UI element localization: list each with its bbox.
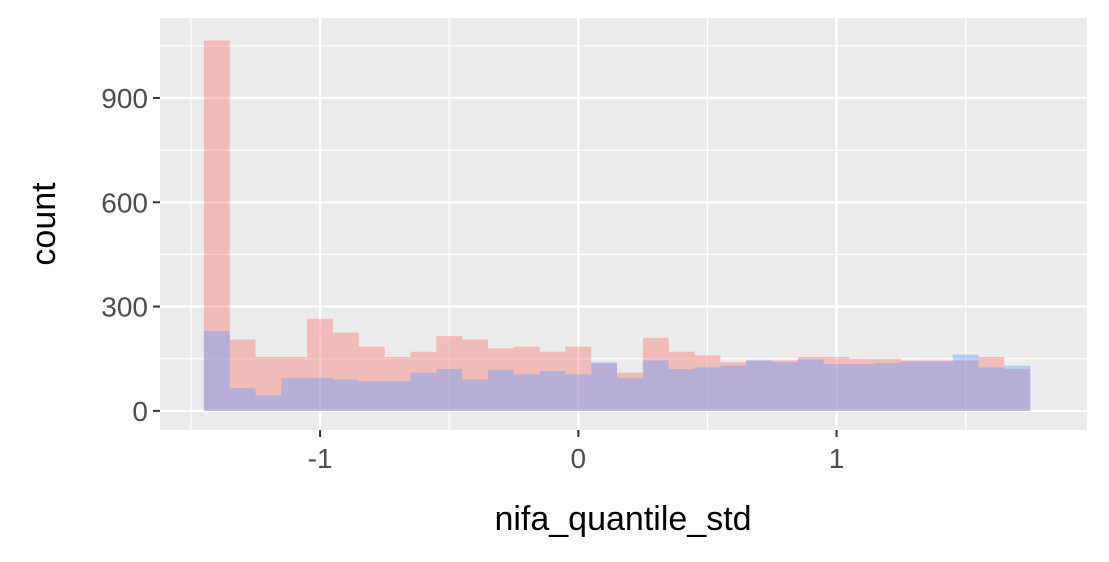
histogram-bar-series-2 (952, 354, 979, 411)
y-tick-labels: 0 300 600 900 (101, 83, 148, 427)
y-tick-label: 900 (101, 83, 148, 114)
histogram-bar-series-2 (513, 374, 540, 411)
histogram-bar-series-1 (668, 351, 695, 411)
histogram-bar-series-1 (436, 336, 463, 411)
histogram-bar-series-1 (926, 360, 953, 411)
histogram-bar-series-2 (926, 361, 953, 411)
x-tick-label: -1 (308, 443, 333, 474)
histogram-bar-series-1 (539, 351, 566, 411)
histogram-bar-series-2 (875, 362, 902, 411)
histogram-bar-series-1 (849, 358, 876, 411)
grid-major (160, 18, 1087, 430)
histogram-bar-series-1 (591, 363, 618, 411)
histogram-bar-series-1 (1004, 369, 1031, 411)
histogram-bar-series-1 (281, 356, 308, 411)
grid-minor (160, 18, 1087, 430)
histogram-bar-series-2 (849, 363, 876, 411)
histogram-bar-series-1 (203, 40, 230, 411)
histogram-bar-series-2 (487, 369, 514, 411)
histogram-bar-series-1 (771, 360, 798, 411)
bars (203, 40, 1031, 411)
histogram-bar-series-1 (333, 332, 359, 411)
histogram-bar-series-1 (565, 346, 592, 411)
histogram-bar-series-2 (333, 379, 359, 411)
histogram-bar-series-2 (539, 370, 566, 411)
histogram-bar-series-2 (203, 330, 230, 411)
histogram-bar-series-2 (746, 360, 772, 411)
histogram-bar-series-2 (229, 388, 256, 411)
histogram-bar-series-2 (978, 367, 1005, 411)
histogram-bar-series-1 (823, 356, 850, 411)
histogram-bar-series-2 (565, 374, 592, 411)
histogram-bar-series-1 (358, 346, 385, 411)
histogram-bar-series-2 (617, 377, 643, 411)
histogram-bar-series-2 (823, 363, 850, 411)
histogram-bar-series-2 (1004, 365, 1031, 411)
y-axis-title: count (25, 182, 63, 266)
histogram-bar-series-1 (978, 356, 1005, 411)
histogram-bar-series-1 (307, 318, 334, 411)
histogram-bar-series-1 (746, 360, 772, 411)
histogram-bar-series-2 (797, 359, 824, 411)
histogram-bar-series-1 (255, 356, 282, 411)
histogram-bar-series-1 (229, 339, 256, 411)
histogram-bar-series-1 (720, 362, 747, 411)
histogram-bar-series-1 (410, 351, 437, 411)
axis-ticks (153, 96, 838, 437)
histogram-bar-series-2 (307, 377, 334, 411)
histogram-bar-series-1 (617, 372, 643, 411)
histogram-bar-series-2 (720, 365, 747, 411)
histogram-bar-series-2 (255, 395, 282, 411)
histogram-bar-series-1 (487, 348, 514, 411)
histogram-bar-series-2 (462, 379, 488, 411)
histogram-bar-series-2 (436, 369, 463, 411)
y-tick-label: 300 (101, 292, 148, 323)
histogram-bar-series-1 (952, 360, 979, 411)
plot-panel (160, 18, 1087, 430)
histogram-bar-series-2 (901, 361, 927, 411)
histogram-bar-series-2 (642, 360, 669, 411)
histogram-bar-series-2 (591, 362, 618, 411)
histogram-bar-series-2 (694, 367, 721, 411)
histogram-bar-series-2 (281, 377, 308, 411)
x-axis-title: nifa_quantile_std (494, 500, 751, 538)
histogram-bar-series-2 (668, 369, 695, 411)
histogram-bar-series-2 (410, 372, 437, 411)
histogram-bar-series-1 (901, 360, 927, 411)
y-tick-label: 0 (132, 396, 148, 427)
x-tick-label: 0 (571, 443, 587, 474)
histogram-bar-series-1 (694, 355, 721, 411)
histogram-bar-series-1 (875, 358, 902, 411)
histogram-bar-series-1 (513, 346, 540, 411)
histogram-bar-series-2 (358, 381, 385, 411)
x-tick-label: 1 (829, 443, 845, 474)
x-tick-labels: -1 0 1 (308, 443, 845, 474)
histogram-bar-series-1 (642, 337, 669, 411)
y-tick-label: 600 (101, 187, 148, 218)
histogram-bar-series-1 (384, 356, 411, 411)
histogram-bar-series-1 (797, 356, 824, 411)
histogram-bar-series-2 (771, 362, 798, 411)
histogram-bar-series-1 (462, 339, 488, 411)
histogram-bar-series-2 (384, 381, 411, 411)
